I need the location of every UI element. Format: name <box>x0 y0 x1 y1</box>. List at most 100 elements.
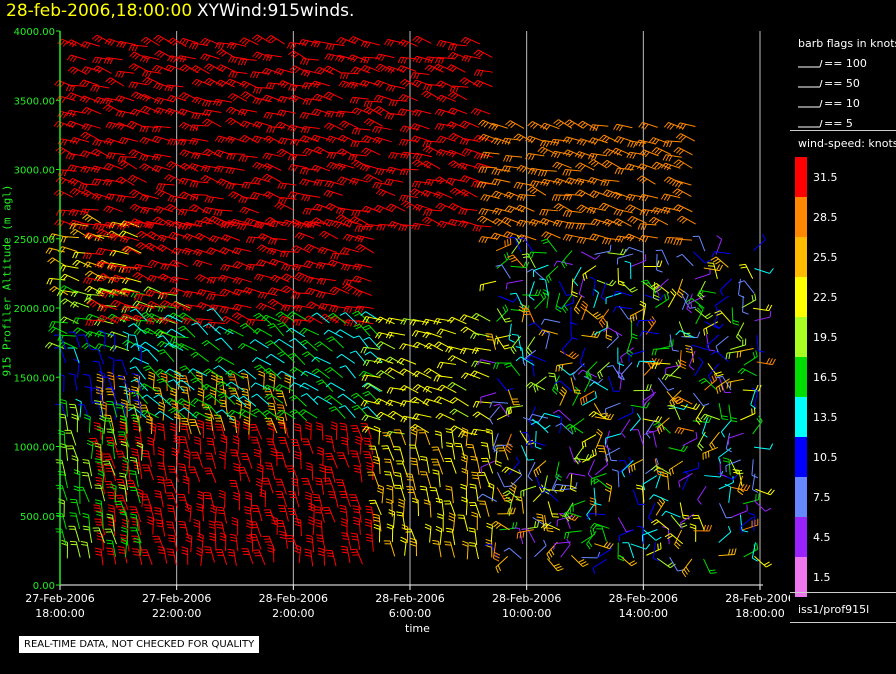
wind-barb-flag <box>310 289 316 296</box>
wind-barb <box>336 148 356 158</box>
wind-barb <box>664 236 684 244</box>
wind-barb-flag <box>153 107 159 114</box>
wind-barb <box>91 192 112 201</box>
wind-barb-flag <box>383 178 388 185</box>
wind-barb-flag <box>189 181 193 188</box>
wind-barb-flag <box>63 139 68 146</box>
wind-barb-flag <box>288 50 294 56</box>
wind-barb-flag <box>239 80 245 87</box>
wind-barb-flag <box>245 288 250 294</box>
wind-barb-flag <box>229 153 233 160</box>
wind-barb-flag <box>110 299 116 306</box>
wind-barb-flag <box>672 188 678 194</box>
wind-barb <box>249 521 262 538</box>
wind-barb-flag <box>629 152 634 159</box>
wind-barb-flag <box>336 37 342 43</box>
wind-barb-flag <box>119 313 125 320</box>
wind-barb-flag <box>121 231 127 238</box>
wind-barb-flag <box>564 177 570 184</box>
wind-barb-flag <box>525 153 529 160</box>
wind-barb <box>529 180 549 188</box>
wind-barb-flag <box>142 452 149 455</box>
wind-barb-flag <box>565 210 570 217</box>
wind-barb-flag <box>669 124 675 130</box>
wind-barb-flag <box>291 263 296 270</box>
wind-barb-flag <box>305 208 309 215</box>
wind-barb-flag <box>313 179 317 186</box>
wind-barb <box>552 177 573 186</box>
wind-barb-flag <box>480 151 485 159</box>
wind-barb-flag <box>155 495 162 498</box>
wind-barb-flag <box>132 264 137 271</box>
wind-barb <box>490 232 510 241</box>
wind-barb-flag <box>437 220 442 227</box>
wind-barb <box>525 135 545 144</box>
wind-barb-flag <box>60 342 66 348</box>
wind-barb <box>294 450 302 470</box>
wind-barb-flag <box>244 83 250 89</box>
wind-barb-flag <box>120 290 125 297</box>
wind-barb-flag <box>72 259 78 266</box>
wind-barb-flag <box>90 165 95 172</box>
wind-barb <box>364 518 373 537</box>
wind-barb-flag <box>113 275 119 282</box>
wind-barb-flag <box>172 56 178 63</box>
wind-barb-flag <box>294 453 301 457</box>
wind-barb-flag <box>490 232 495 239</box>
wind-barb-flag <box>543 232 549 238</box>
wind-barb-flag <box>556 152 561 159</box>
wind-barb-flag <box>180 139 184 146</box>
wind-barb-flag <box>66 39 72 45</box>
wind-barb-flag <box>312 146 319 152</box>
wind-barb-flag <box>110 274 116 281</box>
wind-barb-flag <box>207 196 212 203</box>
wind-barb-flag <box>97 68 104 74</box>
wind-barb-flag <box>423 83 427 91</box>
wind-barb-flag <box>321 292 326 299</box>
wind-barb <box>116 40 136 49</box>
wind-barb-flag <box>269 274 275 281</box>
wind-barb-staff <box>70 92 86 100</box>
wind-barb-flag <box>96 376 103 380</box>
wind-barb-flag <box>130 91 137 97</box>
wind-barb <box>165 492 179 508</box>
wind-barb-flag <box>338 80 344 87</box>
wind-barb <box>587 177 607 185</box>
wind-barb-flag <box>166 548 174 551</box>
wind-barb-flag <box>620 168 625 175</box>
wind-barb-flag <box>46 278 50 285</box>
wind-barb-flag <box>661 162 666 169</box>
wind-barb-flag <box>439 96 445 102</box>
wind-barb-flag <box>94 330 99 337</box>
wind-barb <box>232 303 252 312</box>
wind-barb-flag <box>295 319 299 326</box>
wind-barb-flag <box>68 209 73 216</box>
wind-barb-flag <box>558 122 564 128</box>
wind-barb-flag <box>210 507 217 511</box>
wind-barb-flag <box>473 109 479 115</box>
wind-barb <box>95 223 115 231</box>
wind-barb-flag <box>276 109 281 116</box>
wind-barb-staff <box>206 118 222 128</box>
wind-barb-flag <box>587 177 592 183</box>
wind-barb-flag <box>341 442 348 446</box>
wind-barb-flag <box>139 94 145 100</box>
wind-barb-flag <box>187 163 193 169</box>
wind-barb <box>473 79 493 88</box>
wind-barb <box>57 246 78 253</box>
wind-barb-flag <box>138 265 143 272</box>
wind-barb-flag <box>211 305 216 312</box>
wind-barb <box>82 277 103 285</box>
wind-barb-flag <box>440 110 445 117</box>
wind-barb-flag <box>350 66 356 73</box>
wind-barb <box>386 203 406 212</box>
wind-barb <box>94 330 115 338</box>
wind-barb-flag <box>677 181 683 188</box>
wind-barb-flag <box>231 247 236 254</box>
wind-barb-flag <box>348 235 354 242</box>
wind-barb-flag <box>364 443 371 446</box>
wind-barb <box>316 277 336 286</box>
wind-barb-flag <box>165 303 171 309</box>
wind-barb-flag <box>299 112 304 119</box>
wind-barb-flag <box>98 288 103 295</box>
